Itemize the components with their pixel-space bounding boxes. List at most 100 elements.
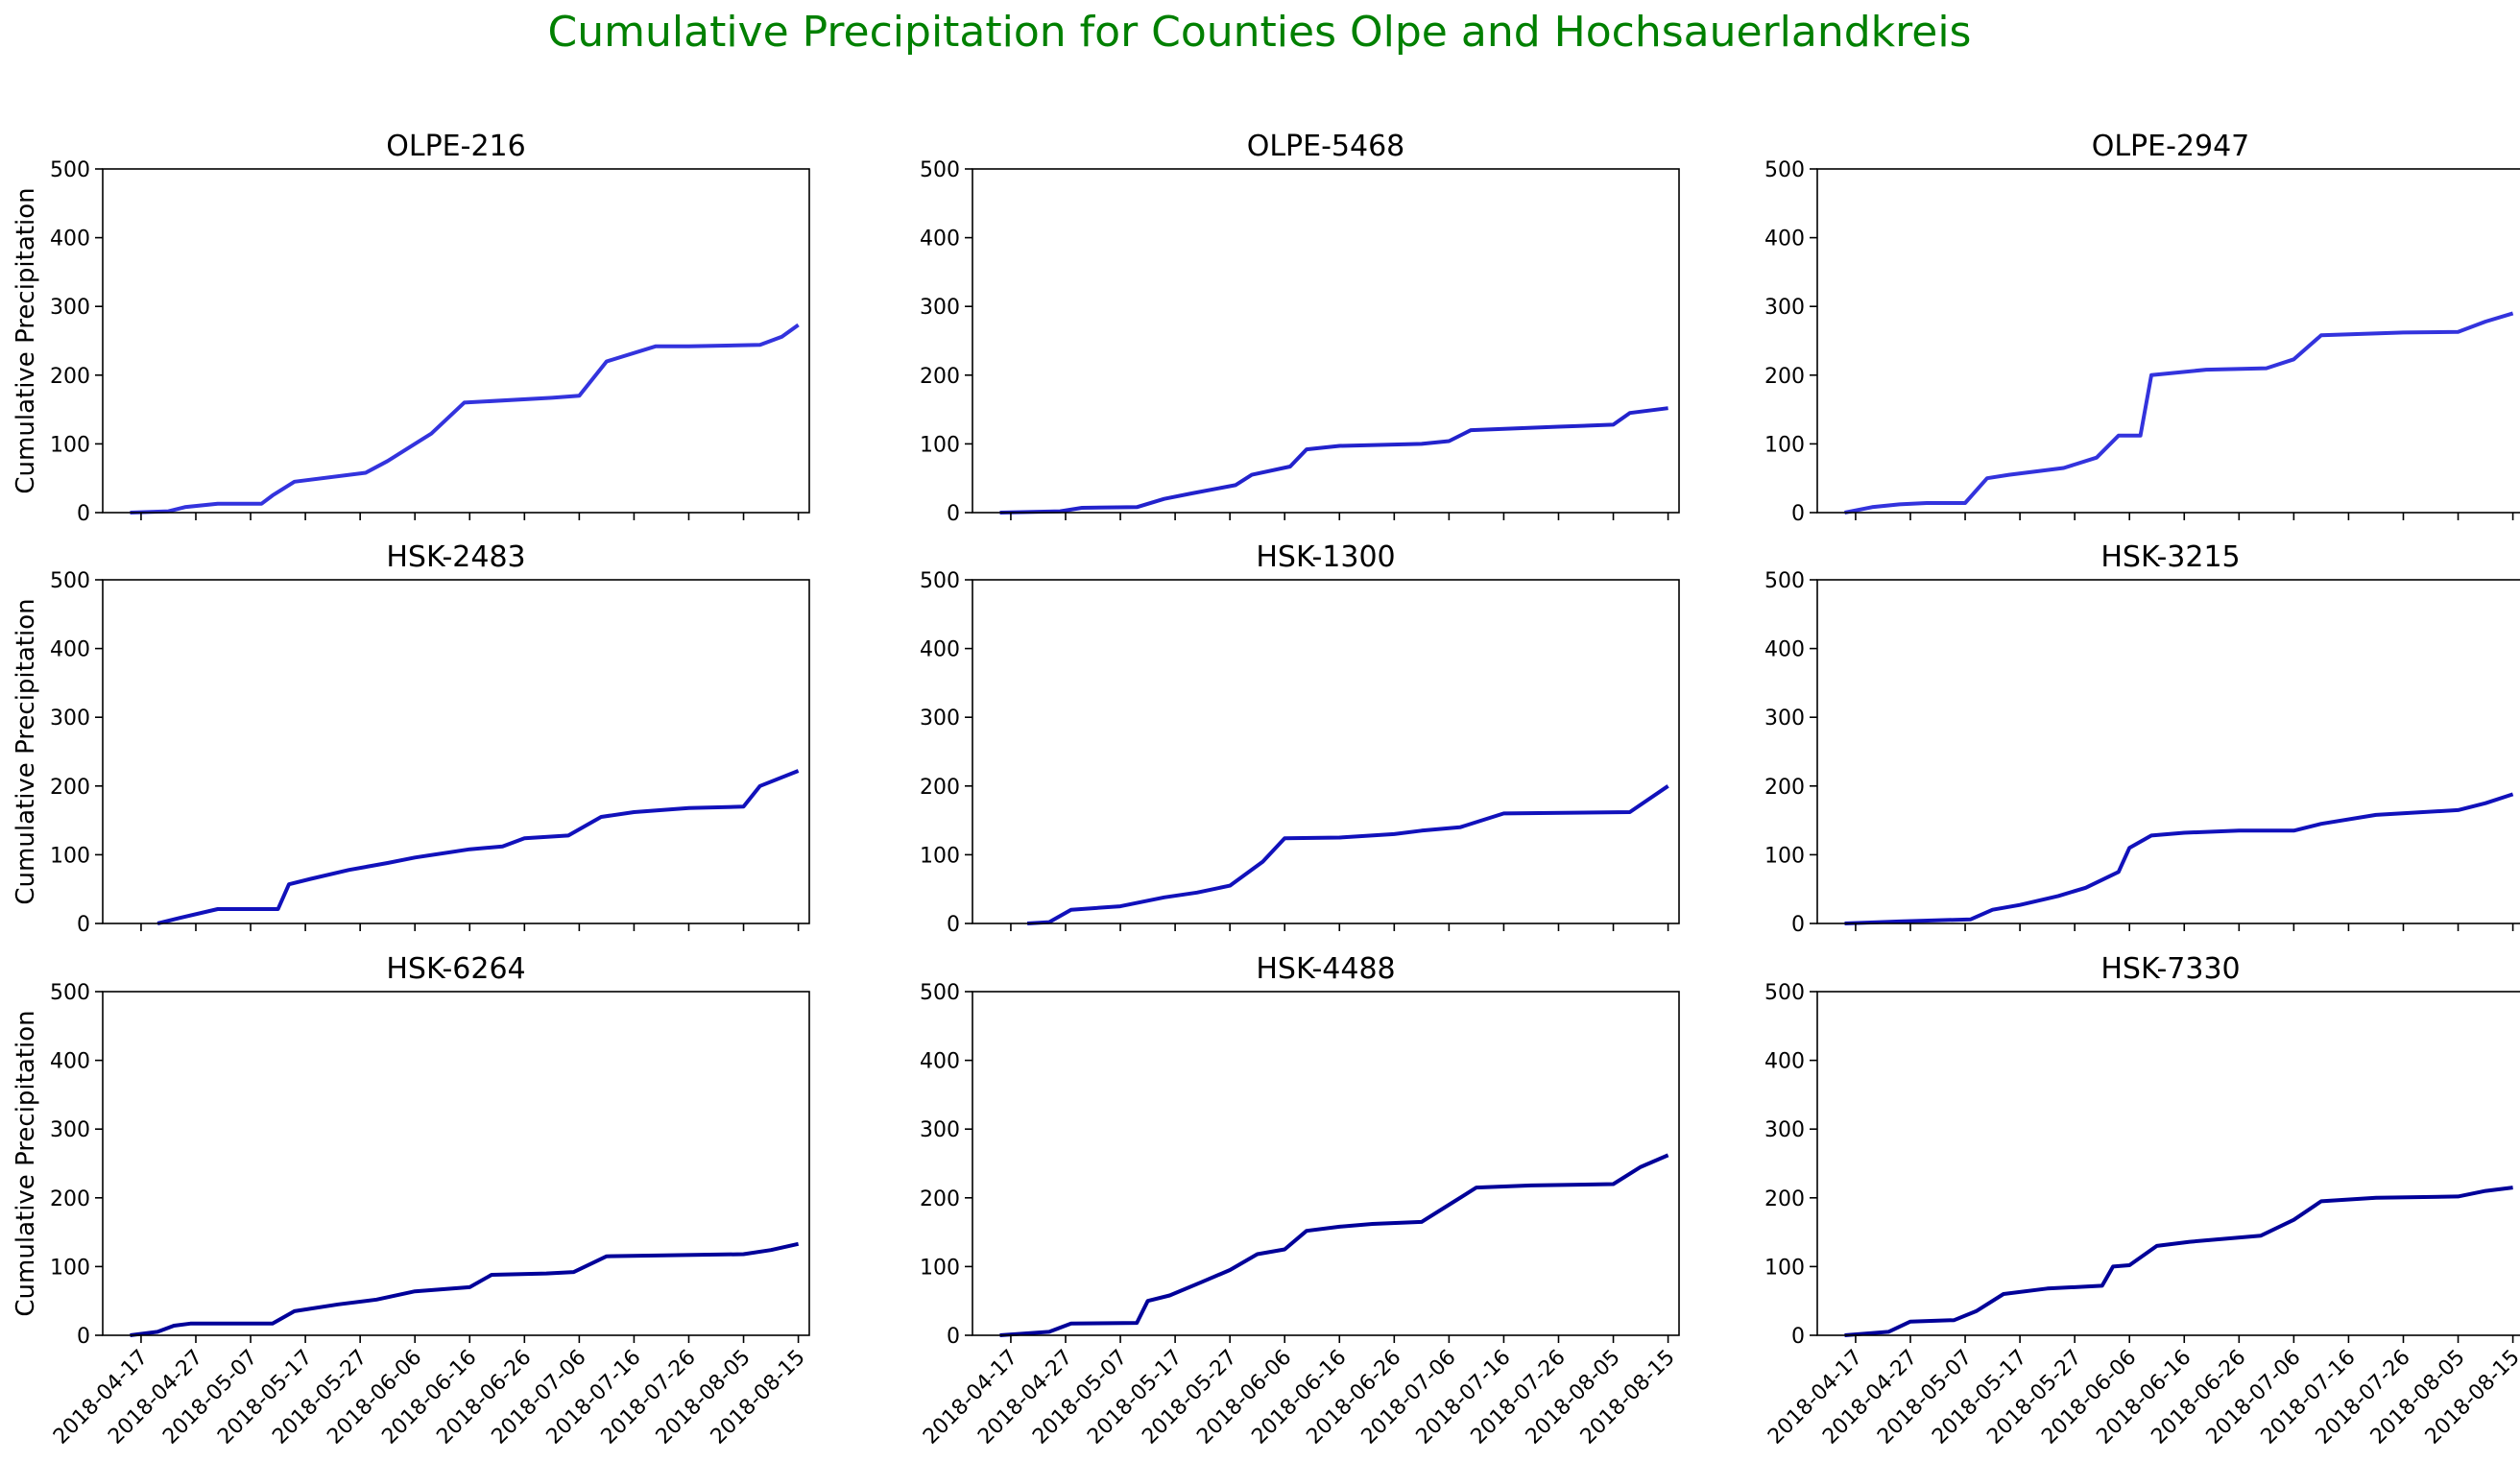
y-tick-label: 500: [50, 569, 90, 593]
y-tick-label: 400: [920, 228, 960, 252]
y-tick-label: 100: [50, 844, 90, 868]
y-tick-label: 0: [1791, 502, 1805, 526]
subplot-title: HSK-6264: [386, 952, 525, 986]
subplot: OLPE-216 0 100 200 300 400 500 Cumulative Preci…: [12, 130, 810, 526]
plot-frame: [972, 579, 1680, 924]
subplot: OLPE-5468 0 100 200 300 400 500: [920, 130, 1680, 526]
y-tick-label: 300: [50, 707, 90, 731]
y-axis-label: Cumulative Precipitation: [12, 187, 40, 493]
subplot: HSK-1300 0 100 200 300 400 500: [920, 540, 1680, 937]
y-tick-label: 400: [50, 1050, 90, 1074]
series-line: [999, 1153, 1669, 1337]
subplot: OLPE-2947 0 100 200 300 400 500: [1764, 130, 2520, 526]
y-tick-label: 0: [947, 502, 960, 526]
series-line: [156, 769, 800, 925]
x-tick-label: 2018-08-15: [2421, 1346, 2520, 1450]
y-tick-label: 0: [77, 502, 90, 526]
y-tick-label: 500: [1764, 981, 1805, 1005]
y-tick-label: 400: [1764, 1050, 1805, 1074]
subplot-title: HSK-3215: [2100, 540, 2240, 574]
subplot: HSK-7330 0 100 200 300 400 500 2018-04-17 2018-0…: [1764, 952, 2520, 1450]
y-tick-label: 300: [920, 707, 960, 731]
plot-frame: [102, 168, 810, 514]
plot-frame: [972, 991, 1680, 1336]
series-line: [1844, 792, 2514, 925]
y-tick-label: 300: [1764, 1118, 1805, 1142]
y-tick-label: 200: [1764, 776, 1805, 800]
y-tick-label: 200: [50, 365, 90, 389]
series-line: [1844, 311, 2514, 515]
y-tick-label: 0: [947, 1325, 960, 1349]
y-tick-label: 400: [1764, 228, 1805, 252]
y-tick-label: 0: [947, 913, 960, 937]
suptitle: Cumulative Precipitation for Counties Ol…: [548, 8, 1972, 57]
y-tick-label: 400: [1764, 638, 1805, 662]
y-tick-label: 300: [920, 1118, 960, 1142]
y-tick-label: 200: [920, 365, 960, 389]
y-tick-label: 100: [920, 433, 960, 457]
x-tick-label: 2018-04-17: [49, 1346, 153, 1450]
subplot-title: HSK-7330: [2100, 952, 2240, 986]
y-tick-label: 200: [1764, 365, 1805, 389]
y-tick-label: 200: [920, 776, 960, 800]
y-tick-label: 100: [920, 844, 960, 868]
y-axis-label: Cumulative Precipitation: [12, 598, 40, 904]
y-tick-label: 500: [50, 158, 90, 182]
y-tick-label: 400: [920, 638, 960, 662]
subplot: HSK-626401002003004005002018-04-172018-0…: [12, 952, 810, 1450]
y-tick-label: 100: [1764, 844, 1805, 868]
x-tick-label: 2018-04-17: [1764, 1346, 1867, 1450]
series-line: [1844, 1186, 2513, 1337]
subplot-title: OLPE-5468: [1247, 130, 1405, 163]
plot-frame: [972, 168, 1680, 514]
subplot-title: HSK-4488: [1256, 952, 1395, 986]
y-tick-label: 100: [1764, 433, 1805, 457]
series-line: [130, 323, 800, 515]
y-tick-label: 0: [77, 1325, 90, 1349]
y-tick-label: 0: [1791, 1325, 1805, 1349]
subplot-title: OLPE-2947: [2092, 130, 2250, 163]
y-tick-label: 200: [1764, 1187, 1805, 1211]
subplot-title: OLPE-216: [386, 130, 525, 163]
subplot-grid: OLPE-216 0 100 200 300 400 500 Cumulative Preci…: [12, 130, 2520, 1450]
series-line: [1026, 784, 1669, 925]
y-tick-label: 0: [1791, 913, 1805, 937]
y-tick-label: 300: [50, 1118, 90, 1142]
y-tick-label: 200: [50, 776, 90, 800]
y-tick-label: 100: [920, 1256, 960, 1280]
y-tick-label: 500: [1764, 158, 1805, 182]
y-tick-label: 200: [50, 1187, 90, 1211]
series-line: [130, 1241, 800, 1337]
subplot-title: HSK-2483: [386, 540, 525, 574]
y-tick-label: 300: [1764, 296, 1805, 320]
series-line: [999, 406, 1668, 515]
y-tick-label: 400: [920, 1050, 960, 1074]
y-tick-label: 300: [920, 296, 960, 320]
subplot-title: HSK-1300: [1256, 540, 1395, 574]
y-tick-label: 400: [50, 638, 90, 662]
y-tick-label: 500: [920, 158, 960, 182]
y-tick-label: 200: [920, 1187, 960, 1211]
y-tick-label: 100: [50, 433, 90, 457]
y-tick-label: 500: [1764, 569, 1805, 593]
subplot: HSK-2483 0 100 200 300 400 500 Cumulative Preci…: [12, 540, 810, 937]
y-tick-label: 400: [50, 228, 90, 252]
y-tick-label: 100: [50, 1256, 90, 1280]
plot-frame: [102, 579, 810, 924]
y-tick-label: 0: [77, 913, 90, 937]
subplot: HSK-448801002003004005002018-04-172018-0…: [919, 952, 1680, 1450]
y-tick-label: 500: [920, 569, 960, 593]
y-tick-label: 100: [1764, 1256, 1805, 1280]
plot-frame: [1816, 991, 2520, 1336]
plot-frame: [1816, 579, 2520, 924]
y-tick-label: 500: [50, 981, 90, 1005]
y-tick-label: 300: [50, 296, 90, 320]
y-tick-label: 300: [1764, 707, 1805, 731]
plot-frame: [1816, 168, 2520, 514]
y-tick-label: 500: [920, 981, 960, 1005]
x-tick-label: 2018-04-17: [919, 1346, 1022, 1450]
plot-frame: [102, 991, 810, 1336]
y-axis-label: Cumulative Precipitation: [12, 1010, 40, 1316]
subplot: HSK-3215 0 100 200 300 400 500: [1764, 540, 2520, 937]
